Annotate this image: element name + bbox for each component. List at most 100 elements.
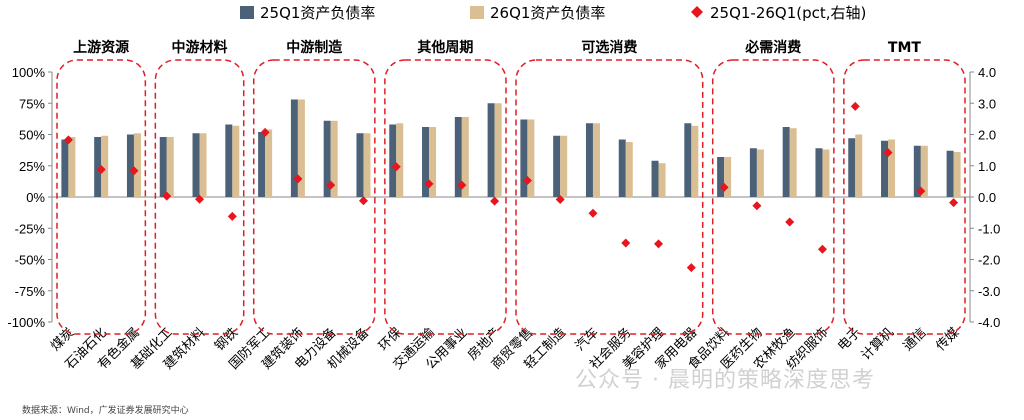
bar-26q1: [265, 129, 273, 197]
bar-26q1: [101, 135, 109, 197]
category-label: 计算机: [859, 325, 897, 363]
bar-26q1: [396, 123, 404, 197]
diamond-marker: [227, 211, 237, 221]
diamond-marker: [883, 148, 893, 158]
bar-25q1: [520, 119, 528, 197]
bar-26q1: [166, 137, 174, 197]
bar-25q1: [553, 135, 561, 197]
diamond-marker: [424, 179, 434, 189]
bar-25q1: [422, 127, 430, 197]
bar-25q1: [815, 148, 823, 197]
diamond-marker: [358, 196, 368, 206]
legend-swatch: [470, 6, 484, 19]
left-tick-label: 0%: [26, 190, 45, 205]
group-box: [252, 59, 376, 335]
group-title: 可选消费: [581, 39, 637, 56]
group-title: 上游资源: [73, 39, 129, 56]
group-title: 其他周期: [417, 39, 473, 56]
diamond-marker: [850, 101, 860, 111]
diamond-marker: [522, 175, 532, 185]
left-tick-label: 50%: [19, 128, 45, 143]
bar-25q1: [225, 124, 233, 197]
bar-26q1: [560, 135, 568, 197]
right-tick-label: 2.0: [978, 128, 996, 143]
diamond-marker: [129, 166, 139, 176]
bar-26q1: [625, 142, 633, 197]
bar-25q1: [61, 139, 69, 197]
bar-26q1: [199, 133, 207, 197]
right-tick-label: 4.0: [978, 65, 996, 80]
bar-26q1: [592, 123, 600, 197]
diamond-marker: [490, 196, 500, 206]
bar-26q1: [691, 125, 699, 197]
left-tick-label: -100%: [7, 315, 45, 330]
bar-26q1: [888, 139, 896, 197]
bar-25q1: [454, 117, 462, 197]
right-tick-label: -4.0: [978, 315, 1000, 330]
bar-26q1: [756, 149, 764, 197]
bar-25q1: [684, 123, 692, 197]
right-tick-label: 1.0: [978, 159, 996, 174]
diamond-marker: [686, 263, 696, 273]
group-box: [843, 59, 966, 335]
diamond-marker: [391, 162, 401, 172]
bar-25q1: [389, 124, 397, 197]
bar-26q1: [68, 137, 76, 197]
group-box: [384, 59, 507, 335]
diamond-marker: [293, 174, 303, 184]
diamond-marker: [195, 194, 205, 204]
legend-label: 25Q1资产负债率: [260, 4, 375, 22]
diamond-marker: [621, 238, 631, 248]
bar-26q1: [232, 125, 240, 197]
bar-25q1: [881, 140, 889, 197]
group-title: 必需消费: [744, 39, 801, 56]
legend-marker: [691, 6, 703, 18]
group-title: 中游制造: [286, 39, 342, 56]
bar-26q1: [494, 103, 502, 197]
bar-26q1: [953, 152, 961, 197]
category-label: 通信: [901, 325, 930, 354]
diamond-marker: [457, 180, 467, 190]
bar-26q1: [363, 133, 371, 197]
bar-25q1: [126, 134, 134, 197]
bar-25q1: [848, 138, 856, 197]
group-box: [154, 59, 245, 335]
left-tick-label: -25%: [15, 221, 46, 236]
legend-swatch: [240, 6, 254, 19]
bar-25q1: [651, 160, 659, 197]
diamond-marker: [949, 198, 959, 208]
diamond-marker: [785, 217, 795, 227]
bar-25q1: [290, 99, 298, 197]
source-note: 数据来源：Wind，广发证券发展研究中心: [22, 406, 189, 416]
right-tick-label: -2.0: [978, 253, 1000, 268]
bar-25q1: [258, 132, 266, 197]
right-tick-label: 3.0: [978, 96, 996, 111]
bar-26q1: [822, 149, 830, 197]
bar-26q1: [297, 99, 305, 197]
bar-25q1: [323, 120, 331, 197]
group-box: [515, 59, 704, 335]
bar-25q1: [782, 127, 790, 197]
left-tick-label: -75%: [15, 284, 46, 299]
category-label: 煤炭: [48, 325, 77, 354]
bar-26q1: [330, 120, 338, 197]
category-label: 环保: [376, 325, 405, 354]
left-tick-label: -50%: [15, 253, 46, 268]
bar-25q1: [585, 123, 593, 197]
diamond-marker: [654, 239, 664, 249]
diamond-marker: [916, 186, 926, 196]
group-title: 中游材料: [172, 39, 228, 56]
bar-25q1: [717, 157, 725, 197]
left-tick-label: 75%: [19, 96, 45, 111]
diamond-marker: [752, 201, 762, 211]
bar-26q1: [855, 134, 863, 197]
diamond-marker: [63, 135, 73, 145]
left-tick-label: 25%: [19, 159, 45, 174]
bar-26q1: [724, 157, 732, 197]
legend-label: 26Q1资产负债率: [490, 4, 605, 22]
group-box: [711, 59, 835, 335]
right-tick-label: -1.0: [978, 221, 1000, 236]
diamond-marker: [162, 191, 172, 201]
diamond-marker: [96, 165, 106, 174]
diamond-marker: [588, 208, 598, 218]
